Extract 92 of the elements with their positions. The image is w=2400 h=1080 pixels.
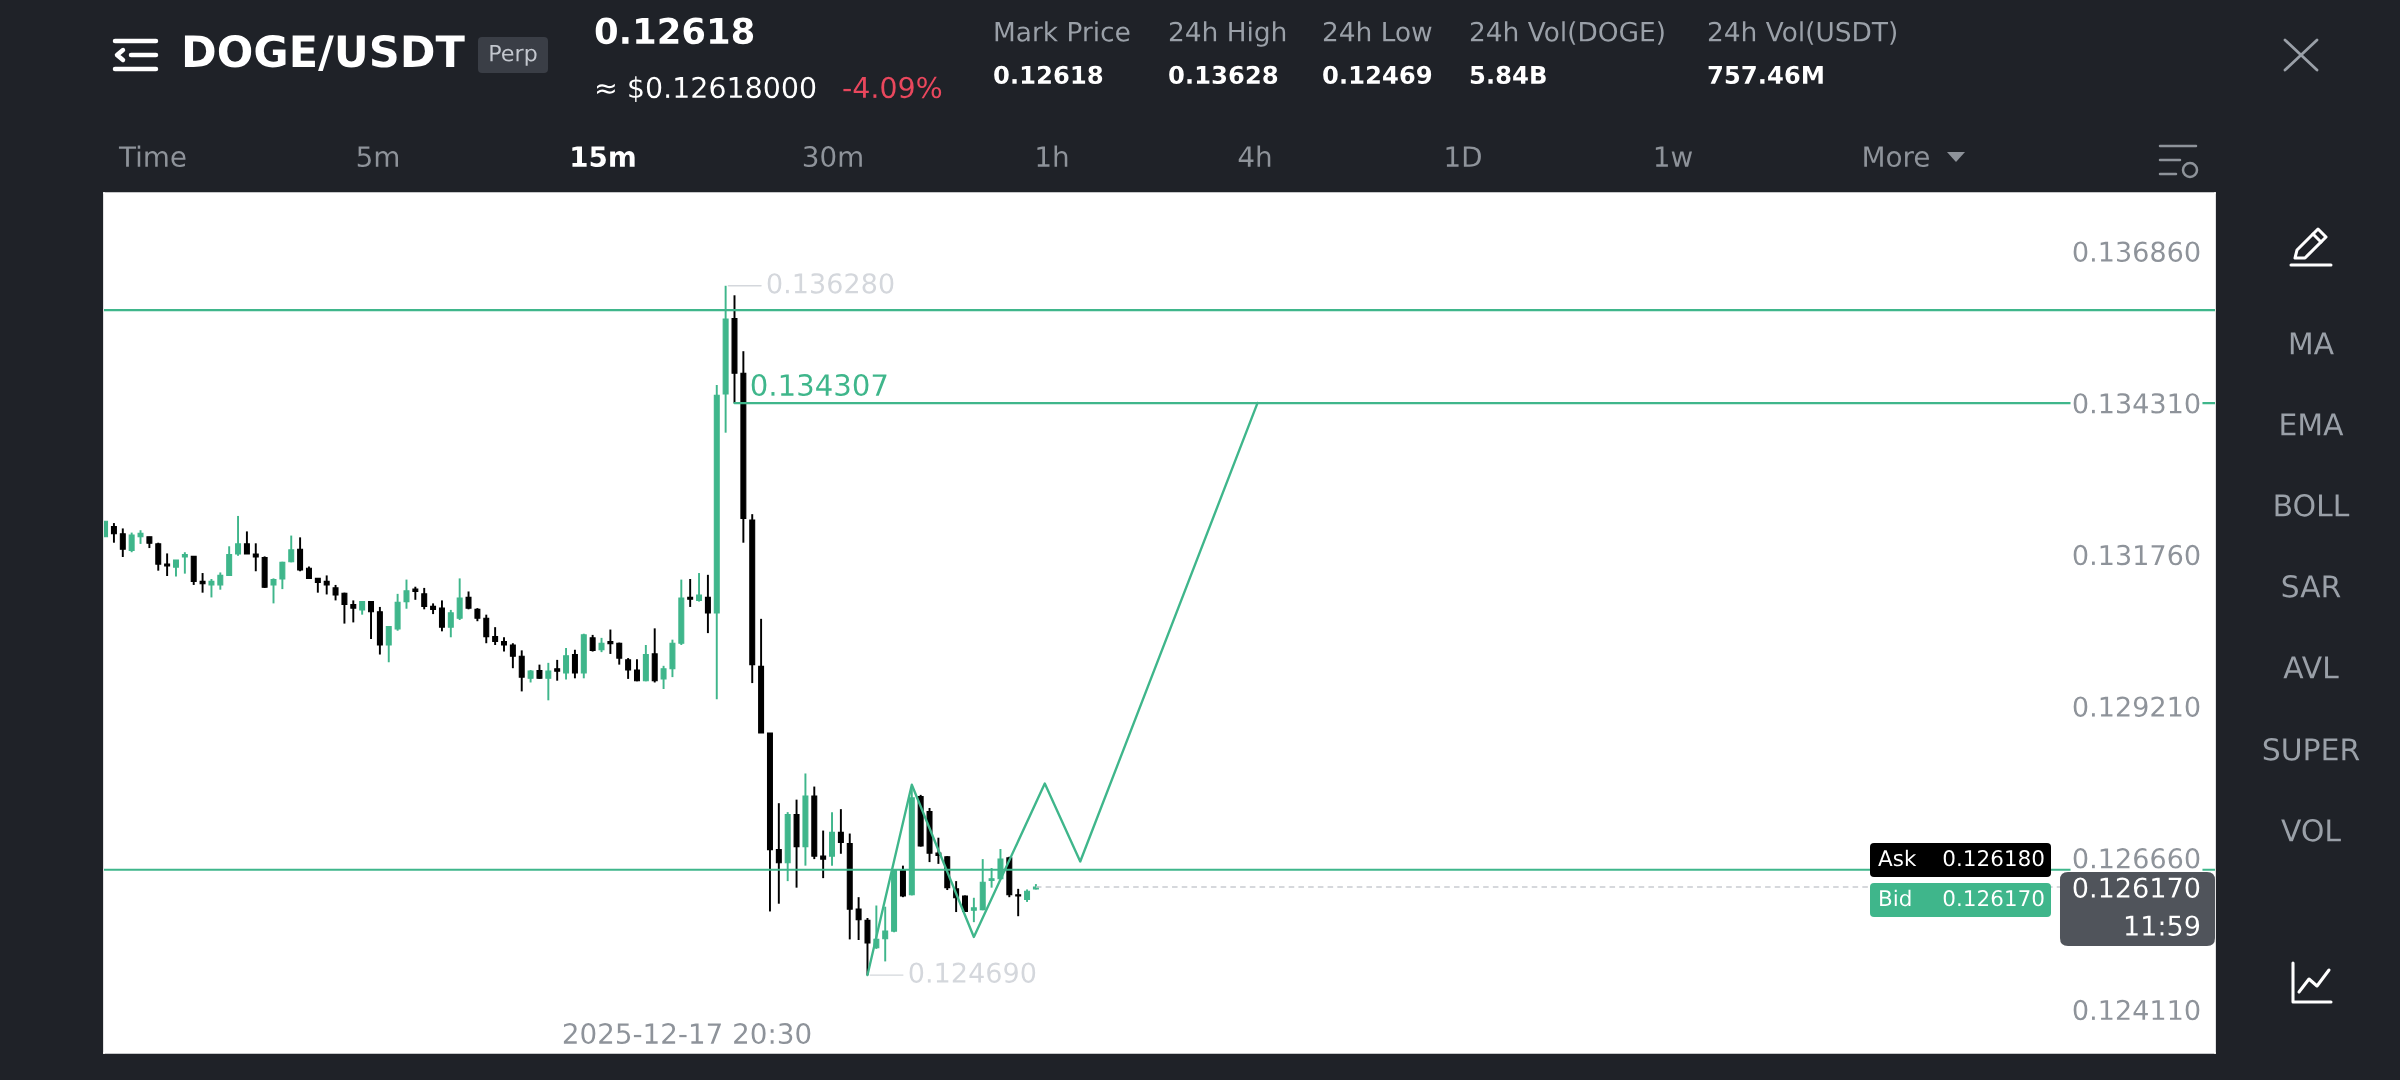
text: 24h High xyxy=(1169,21,1286,47)
annotation: 0.126170 xyxy=(1943,890,2044,907)
text: ≈ $0.12618000 xyxy=(597,76,816,103)
candlestick xyxy=(385,625,392,664)
text: 24h Vol(DOGE) xyxy=(1470,21,1664,45)
candlestick xyxy=(421,586,428,611)
annotation: 2025-12-17 20:30 xyxy=(563,1023,811,1045)
candlestick xyxy=(829,811,836,867)
text: AVL xyxy=(2283,656,2339,679)
candlestick xyxy=(563,647,570,681)
candlestick xyxy=(403,578,410,610)
candlestick xyxy=(297,536,304,573)
candlestick xyxy=(696,572,703,603)
candlestick xyxy=(341,591,348,625)
y-tick-label: 0.131760 xyxy=(2073,544,2200,566)
text: 24h Vol(USDT) xyxy=(1708,21,1896,45)
ref-line-label: 0.126170 xyxy=(2073,877,2200,898)
candlestick xyxy=(625,657,632,680)
y-tick-label: 0.136860 xyxy=(2073,241,2200,262)
candlestick xyxy=(164,552,171,577)
text: 5.84B xyxy=(1470,65,1546,85)
candlestick xyxy=(687,578,694,608)
candlestick xyxy=(119,527,126,558)
candlestick xyxy=(882,905,889,963)
text: SAR xyxy=(2282,575,2341,598)
candlestick xyxy=(208,578,215,599)
candlestick xyxy=(775,802,782,905)
annotation: 0.126180 xyxy=(1943,850,2044,867)
candlestick xyxy=(483,613,490,645)
chart-title: DOGE/USDT xyxy=(184,34,465,71)
text: 15m xyxy=(572,146,635,168)
candlestick xyxy=(837,808,844,855)
candlestick xyxy=(252,542,259,573)
text: Mark Price xyxy=(995,21,1130,42)
candlestick xyxy=(704,573,711,635)
annotation: 11:59 xyxy=(2125,915,2200,936)
candlestick xyxy=(518,649,525,693)
y-tick-label: 0.134310 xyxy=(2073,393,2200,414)
candlestick xyxy=(438,599,445,633)
candlestick xyxy=(235,514,242,557)
candlestick xyxy=(545,661,552,702)
annotation: Ask xyxy=(1878,849,1917,867)
candlestick xyxy=(660,664,667,690)
text: 0.12469 xyxy=(1323,65,1432,85)
candlestick xyxy=(368,600,375,641)
text: 4h xyxy=(1238,145,1271,167)
candlestick xyxy=(970,896,977,924)
y-tick-label: 0.129210 xyxy=(2073,696,2200,717)
candlestick xyxy=(820,829,827,880)
candlestick xyxy=(279,560,286,591)
text: Time xyxy=(118,145,186,168)
text: 1w xyxy=(1655,146,1693,167)
text: 5m xyxy=(357,146,399,168)
text: BOLL xyxy=(2275,494,2350,517)
candlestick xyxy=(855,896,862,941)
candlestick xyxy=(607,628,614,655)
text: 1h xyxy=(1037,145,1068,167)
text: 0.12618 xyxy=(595,17,754,45)
candlestick xyxy=(110,522,117,544)
candlestick xyxy=(350,599,357,624)
text: 0.13628 xyxy=(1169,65,1278,85)
y-tick-label: 0.124110 xyxy=(2073,999,2200,1021)
candlestick xyxy=(226,545,233,577)
text: -4.09% xyxy=(843,76,942,99)
candlestick xyxy=(447,608,454,639)
text: 24h Low xyxy=(1323,21,1432,42)
text: Perp xyxy=(490,44,537,66)
text: 757.46M xyxy=(1708,65,1823,85)
text: 1D xyxy=(1446,146,1481,167)
y-tick-label: 0.126660 xyxy=(2073,848,2200,869)
candlestick xyxy=(155,541,162,572)
candlestick xyxy=(288,534,295,564)
series-label: 0.134307 xyxy=(751,374,887,397)
candlestick xyxy=(199,572,206,594)
candlestick xyxy=(181,551,188,575)
text: EMA xyxy=(2281,413,2344,436)
candlestick xyxy=(456,577,463,621)
candlestick xyxy=(1015,887,1022,918)
candlestick xyxy=(571,648,578,680)
candlestick xyxy=(270,577,277,605)
candlestick xyxy=(554,658,561,682)
candlestick xyxy=(323,574,330,596)
candlestick xyxy=(243,530,250,555)
text: VOL xyxy=(2281,819,2341,842)
text: SUPER xyxy=(2263,738,2360,761)
annotation: Bid xyxy=(1880,889,1911,907)
candlestick xyxy=(128,531,135,554)
text: 30m xyxy=(803,146,862,168)
chart-subtitle: 0.12618 xyxy=(994,65,1103,85)
text: MA xyxy=(2290,332,2334,355)
text: More xyxy=(1864,146,1929,168)
candlestick xyxy=(509,642,516,670)
